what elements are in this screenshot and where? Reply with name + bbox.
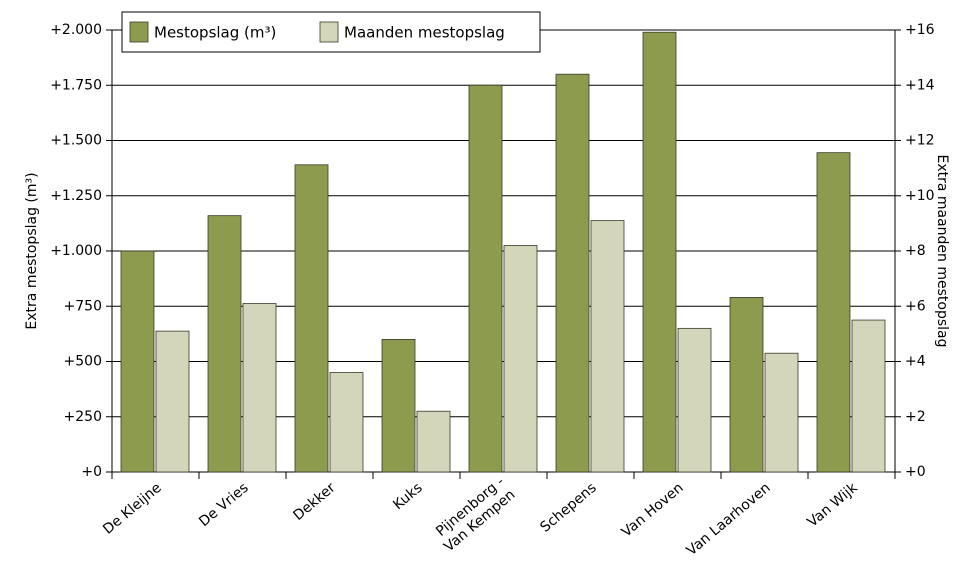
bar [416, 410, 451, 473]
y2-axis-label: Extra maanden mestopslag [934, 154, 950, 347]
x-tick-label: Pijnenborg -Van Kempen [430, 474, 518, 556]
bar [677, 327, 712, 473]
x-tick-label: Van Hoven [619, 480, 687, 541]
y-tick-label: +1.500 [50, 133, 102, 149]
y2-tick-label: +10 [905, 188, 935, 204]
y-tick-label: +500 [64, 354, 102, 370]
legend-label: Mestopslag (m³) [154, 24, 276, 42]
y-tick-label: +1.250 [50, 188, 102, 204]
x-tick-label: Kuks [390, 480, 425, 513]
bar [120, 250, 155, 473]
y-tick-label: +750 [64, 298, 102, 314]
x-tick-label: De Vries [196, 480, 251, 530]
bar [642, 31, 677, 473]
bar [155, 330, 190, 473]
bar [381, 338, 416, 473]
bar [242, 303, 277, 473]
y-tick-label: +1.000 [50, 243, 102, 259]
bar [816, 152, 851, 473]
x-tick-label: Van Laarhoven [684, 480, 774, 559]
y-tick-label: +250 [64, 409, 102, 425]
x-tick-label: Dekker [290, 480, 338, 524]
y2-tick-label: +16 [905, 22, 935, 38]
y2-tick-label: +8 [905, 243, 926, 259]
legend-label: Maanden mestopslag [344, 24, 505, 42]
bar [329, 372, 364, 473]
x-tick-label: De Kleijne [100, 480, 165, 538]
x-tick-label: Van Wijk [805, 479, 862, 530]
legend-swatch [319, 21, 339, 43]
y2-tick-label: +6 [905, 298, 926, 314]
y-tick-label: +2.000 [50, 22, 102, 38]
y-axis-label: Extra mestopslag (m³) [24, 172, 40, 329]
y2-tick-label: +12 [905, 133, 935, 149]
bar [555, 73, 590, 473]
bar [294, 164, 329, 473]
bar [590, 220, 625, 473]
bar [764, 352, 799, 473]
y2-tick-label: +0 [905, 464, 926, 480]
y-tick-label: +0 [81, 464, 102, 480]
bar [729, 297, 764, 473]
bar [851, 319, 886, 473]
x-tick-label: Schepens [537, 480, 599, 536]
bar [207, 215, 242, 473]
y2-tick-label: +2 [905, 409, 926, 425]
bar [468, 84, 503, 473]
y-tick-label: +1.750 [50, 77, 102, 93]
bar [503, 245, 538, 473]
y2-tick-label: +14 [905, 77, 935, 93]
y2-tick-label: +4 [905, 354, 926, 370]
legend-swatch [129, 21, 149, 43]
